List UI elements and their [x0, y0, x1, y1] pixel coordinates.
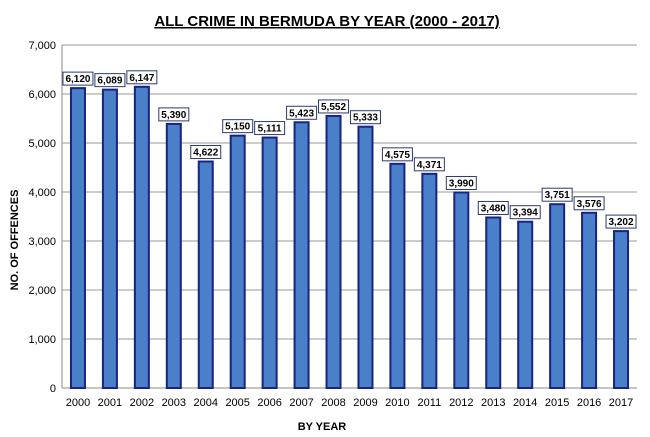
data-label: 4,371	[417, 160, 442, 171]
data-label-box	[94, 73, 126, 88]
x-tick-label: 2006	[257, 397, 281, 409]
data-label: 4,575	[385, 150, 410, 161]
x-tick-label: 2012	[449, 397, 473, 409]
x-tick-label: 2014	[513, 397, 537, 409]
bar	[517, 220, 534, 389]
data-label-box	[413, 157, 445, 172]
x-tick-label: 2017	[609, 397, 633, 409]
bar	[581, 211, 598, 389]
bar	[133, 85, 150, 389]
bar	[549, 203, 566, 389]
y-axis-label: NO. OF OFFENCES	[9, 190, 21, 291]
data-label-box	[158, 107, 190, 122]
data-label-box	[349, 110, 381, 125]
data-label: 5,390	[161, 110, 186, 121]
x-tick-label: 2001	[98, 397, 122, 409]
bar	[325, 114, 342, 390]
data-label: 5,111	[258, 124, 282, 135]
y-tick-label: 5,000	[28, 138, 56, 150]
x-tick-label: 2000	[66, 397, 90, 409]
data-labels: 6,120 6,089 6,147 5,390 4,622 5,150 5,111 5,423…	[62, 70, 637, 229]
bar	[613, 230, 630, 389]
x-tick-label: 2013	[481, 397, 505, 409]
data-label: 3,202	[609, 217, 634, 228]
bar	[229, 134, 246, 389]
data-label-box	[605, 214, 637, 229]
x-tick-label: 2003	[162, 397, 186, 409]
chart-title: ALL CRIME IN BERMUDA BY YEAR (2000 - 201…	[154, 13, 499, 30]
x-tick-label: 2011	[418, 397, 442, 409]
bar	[485, 216, 502, 389]
y-tick-label: 4,000	[28, 187, 56, 199]
x-tick-label: 2009	[353, 397, 377, 409]
data-label-box	[254, 121, 286, 136]
x-tick-label: 2005	[225, 397, 249, 409]
data-label: 3,990	[449, 178, 474, 189]
bar	[389, 162, 406, 389]
data-label-box	[126, 70, 158, 85]
data-label-box	[190, 145, 222, 160]
y-tick-labels: 0 1,000 2,000 3,000 4,000 5,000 6,000 7,000	[28, 40, 56, 395]
data-label: 3,576	[577, 199, 602, 210]
data-label-box	[222, 119, 254, 134]
y-tick-label: 7,000	[28, 40, 56, 52]
data-label-box	[62, 71, 94, 86]
bars	[69, 85, 630, 390]
bar	[165, 122, 182, 389]
y-tick-label: 0	[50, 383, 56, 395]
data-label-box	[541, 187, 573, 202]
x-axis-label: BY YEAR	[298, 421, 347, 433]
data-label: 3,394	[513, 208, 538, 219]
x-tick-label: 2004	[194, 397, 218, 409]
data-label: 6,089	[97, 76, 122, 87]
axes	[61, 45, 637, 389]
data-label: 6,120	[65, 74, 90, 85]
y-tick-label: 6,000	[28, 89, 56, 101]
data-label: 5,150	[225, 122, 250, 133]
data-label-box	[318, 99, 350, 114]
bar	[357, 125, 374, 389]
bar	[197, 160, 214, 389]
bar	[261, 136, 278, 389]
x-tick-label: 2016	[577, 397, 601, 409]
bar	[69, 87, 86, 390]
data-label-box	[477, 200, 509, 215]
y-tick-label: 1,000	[28, 334, 56, 346]
bar	[453, 191, 470, 389]
gridlines	[62, 44, 637, 340]
x-tick-label: 2007	[289, 397, 313, 409]
data-label: 5,552	[321, 102, 346, 113]
y-tick-label: 3,000	[28, 236, 56, 248]
data-label-box	[445, 175, 477, 190]
data-label-box	[509, 205, 541, 220]
data-label: 3,751	[545, 190, 570, 201]
bar	[421, 172, 438, 389]
data-label: 5,423	[289, 108, 314, 119]
x-tick-label: 2010	[385, 397, 409, 409]
y-tick-label: 2,000	[28, 285, 56, 297]
data-label-box	[381, 147, 413, 162]
data-label-box	[573, 196, 605, 211]
x-tick-label: 2015	[545, 397, 569, 409]
x-tick-label: 2008	[321, 397, 345, 409]
data-label: 5,333	[353, 113, 378, 124]
data-label-box	[286, 105, 318, 120]
data-label: 4,622	[193, 148, 218, 159]
x-tick-label: 2002	[130, 397, 154, 409]
bar	[293, 121, 310, 389]
bar	[101, 88, 118, 389]
x-tick-labels: 2000 2001 2002 2003 2004 2005 2006 2007 2008 2009…	[66, 397, 634, 409]
data-label: 3,480	[481, 203, 506, 214]
data-label: 6,147	[129, 73, 154, 84]
